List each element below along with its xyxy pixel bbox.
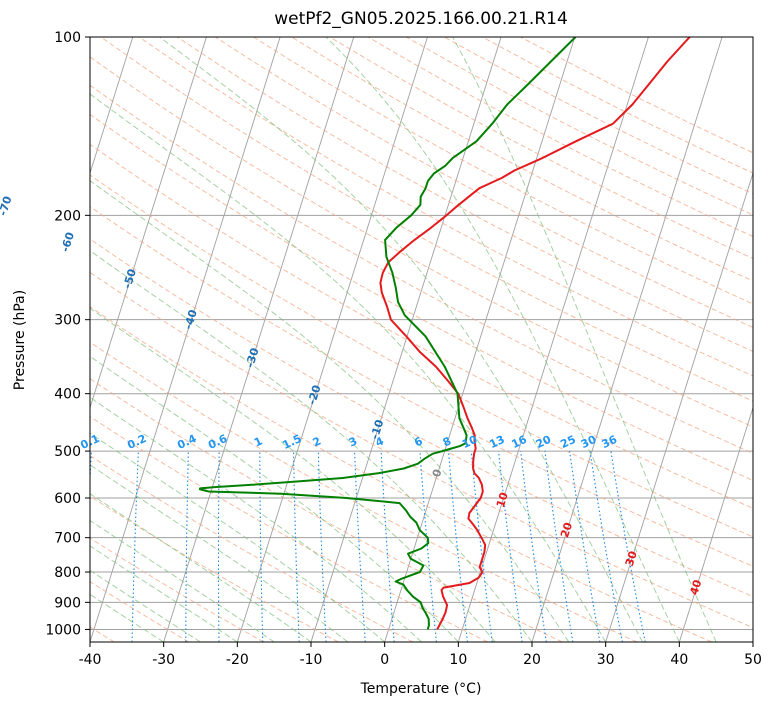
mixing-ratio-label: 20 [534,433,554,451]
mixing-ratio-line [498,451,523,642]
isotherm [90,37,134,175]
dry-adiabat [90,306,712,642]
mixing-ratio-line [520,451,547,642]
moist-adiabat [159,37,643,642]
mixing-ratio-line [544,451,574,642]
y-tick-label: 800 [54,565,81,581]
isotherm-label: 40 [687,578,704,597]
isotherm [605,171,753,642]
chart-title: wetPf2_GN05.2025.166.00.21.R14 [274,9,568,29]
dry-adiabat [253,37,753,305]
y-tick-label: 500 [54,444,81,460]
x-tick-label: 10 [449,652,467,668]
mixing-ratio-label: 10 [460,433,480,451]
moist-adiabat [90,180,570,642]
isotherm [236,37,428,642]
y-tick-label: 1000 [45,622,81,638]
moist-adiabat [90,307,496,642]
dry-adiabat [90,378,563,642]
mixing-ratio-line [470,451,493,642]
moist-adiabat [90,569,201,642]
dry-adiabat [90,56,753,428]
x-tick-label: -40 [79,652,102,668]
x-tick-label: 30 [597,652,615,668]
moist-adiabat [90,593,164,642]
isotherm-label: -10 [368,418,386,441]
mixing-ratio-label: 36 [600,433,620,451]
y-axis-label: Pressure (hPa) [12,290,28,390]
x-tick-label: 20 [523,652,541,668]
isotherm [531,37,723,642]
isotherm-label: -30 [243,346,261,369]
dry-adiabat [90,581,190,642]
isotherm-label: -50 [121,267,139,290]
moist-adiabat [452,37,717,642]
y-tick-label: 300 [54,313,81,329]
dry-adiabat [90,143,753,509]
dry-adiabat [90,537,264,642]
x-axis-label: Temperature (°C) [360,681,482,697]
temperature-profile [379,37,691,630]
mixing-ratio-line [419,451,437,642]
x-tick-label: -30 [152,652,175,668]
isotherm [384,37,576,642]
mixing-ratio-label: 16 [510,433,530,451]
isotherm [90,37,207,410]
isotherm-label: 30 [623,549,640,568]
axis-ticks: -40 -30 -20 -10 0 10 20 30 40 5010020030040050060… [45,30,762,668]
mixing-ratio-label: 13 [487,433,506,451]
dry-adiabat [90,238,753,598]
x-tick-label: -10 [300,652,323,668]
moist-adiabat [90,493,312,642]
plot-frame [89,36,754,643]
moist-adiabat [90,464,349,642]
mixing-ratio-label: 30 [579,433,599,451]
isotherm-label: 10 [494,490,511,509]
background-lines [90,37,753,642]
isotherm-label: -40 [182,308,200,331]
dewpoint-profile [198,37,577,630]
isotherm [678,406,753,642]
dry-adiabat [90,271,753,629]
moist-adiabat [90,545,238,642]
isotherm [163,37,355,642]
isotherm-label: -20 [305,383,323,406]
moist-adiabat [90,250,533,642]
mixing-ratio-label: 25 [558,433,577,451]
x-tick-label: -20 [226,652,249,668]
mixing-ratio-line [447,451,469,642]
isotherm-label: -60 [59,230,77,253]
moist-adiabat [325,37,680,642]
moist-adiabat [90,519,275,642]
y-tick-label: 900 [54,595,81,611]
moist-adiabat [90,432,386,642]
x-tick-label: 0 [380,652,389,668]
dry-adiabat [90,174,753,538]
x-tick-label: 40 [670,652,688,668]
moist-adiabat [90,93,607,642]
x-tick-label: 50 [744,652,762,668]
dry-adiabat [90,113,753,482]
y-tick-label: 200 [54,208,81,224]
y-tick-label: 600 [54,491,81,507]
y-tick-label: 700 [54,531,81,547]
mixing-ratio-line [610,451,646,642]
series-layer [198,37,691,630]
isotherm [457,37,649,642]
y-tick-label: 400 [54,387,81,403]
dry-adiabat [90,84,753,454]
dry-adiabat [90,341,638,642]
y-tick-label: 100 [54,30,81,46]
dry-adiabat [90,205,753,567]
isotherm-label: 20 [558,520,575,539]
isotherm-label: 0 [430,467,445,479]
dry-adiabat [100,37,753,402]
